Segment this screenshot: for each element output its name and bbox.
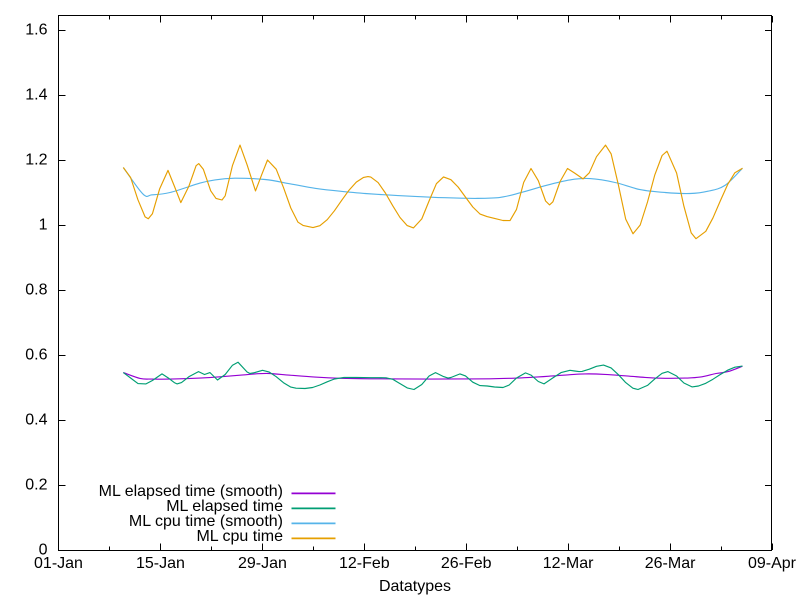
svg-text:0.4: 0.4	[25, 412, 47, 429]
svg-text:1: 1	[39, 217, 48, 234]
svg-text:ML elapsed time (smooth): ML elapsed time (smooth)	[99, 483, 283, 500]
svg-text:ML cpu time (smooth): ML cpu time (smooth)	[129, 513, 283, 530]
svg-text:Datatypes: Datatypes	[379, 578, 451, 595]
svg-text:ML cpu time: ML cpu time	[196, 528, 283, 545]
svg-text:1.6: 1.6	[25, 22, 47, 39]
svg-text:1.4: 1.4	[25, 87, 47, 104]
svg-text:ML elapsed time: ML elapsed time	[166, 498, 283, 515]
svg-text:0.8: 0.8	[25, 282, 47, 299]
svg-text:12-Mar: 12-Mar	[543, 555, 594, 572]
svg-text:26-Mar: 26-Mar	[645, 555, 696, 572]
svg-text:1.2: 1.2	[25, 152, 47, 169]
svg-text:26-Feb: 26-Feb	[441, 555, 492, 572]
svg-text:0.2: 0.2	[25, 477, 47, 494]
svg-text:0.6: 0.6	[25, 347, 47, 364]
svg-text:29-Jan: 29-Jan	[238, 555, 287, 572]
svg-text:09-Apr: 09-Apr	[748, 555, 797, 572]
svg-text:12-Feb: 12-Feb	[339, 555, 390, 572]
svg-text:15-Jan: 15-Jan	[136, 555, 185, 572]
svg-text:01-Jan: 01-Jan	[34, 555, 83, 572]
svg-text:0: 0	[39, 542, 48, 559]
